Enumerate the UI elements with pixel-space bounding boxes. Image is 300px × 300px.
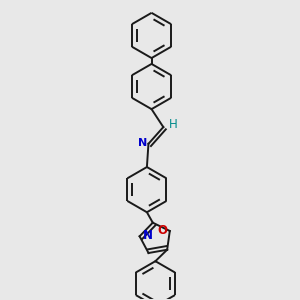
Text: N: N	[143, 229, 153, 242]
Text: H: H	[169, 118, 178, 131]
Text: O: O	[157, 224, 167, 237]
Text: N: N	[138, 138, 147, 148]
